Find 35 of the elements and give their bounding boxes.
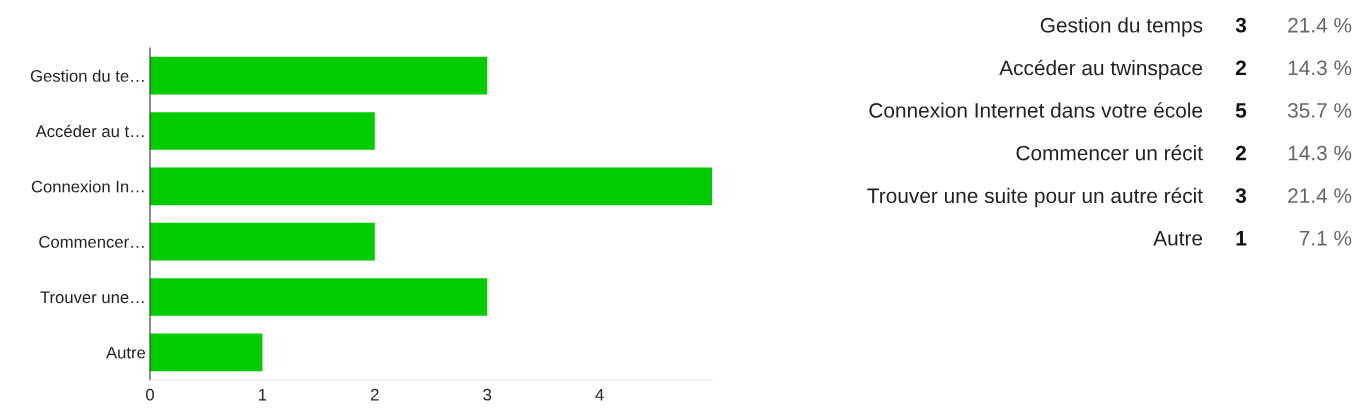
x-tick-label: 3 [483, 388, 492, 401]
y-tick-label: Commencer… [39, 236, 144, 248]
text: 14.3 % [1288, 60, 1352, 76]
bar [150, 222, 375, 261]
text: Commencer un récit [1016, 144, 1203, 161]
text: 3 [1235, 17, 1247, 33]
y-tick-label: Gestion du te… [30, 69, 144, 82]
y-tick-label: Accéder au t… [35, 124, 144, 138]
y-tick-label: Connexion In… [31, 180, 144, 193]
bar [150, 167, 712, 206]
y-tick-label: Autre [106, 346, 146, 359]
text: 7.1 % [1299, 230, 1352, 246]
bar [150, 56, 488, 95]
text: 14.3 % [1288, 145, 1352, 161]
text: Connexion Internet dans votre école [869, 102, 1203, 118]
text: 21.4 % [1288, 17, 1352, 33]
text: 2 [1235, 145, 1246, 161]
text: 1 [1236, 231, 1247, 246]
bar [150, 333, 263, 372]
text: Trouver une suite pour un autre récit [867, 187, 1203, 208]
text: 3 [1235, 188, 1247, 204]
text: Autre [1153, 231, 1203, 246]
x-tick-label: 2 [371, 388, 379, 401]
text: 2 [1235, 60, 1246, 75]
text: 35.7 % [1287, 103, 1352, 118]
x-tick-label: 0 [146, 388, 154, 401]
text: Accéder au twinspace [999, 59, 1203, 80]
bar [150, 112, 375, 150]
text: 21.4 % [1288, 188, 1352, 203]
y-tick-label: Trouver une… [40, 291, 144, 304]
x-tick-label: 1 [259, 388, 267, 401]
text: 5 [1235, 103, 1247, 118]
text: Gestion du temps [1040, 17, 1203, 37]
x-tick-label: 4 [595, 388, 604, 401]
bar [150, 278, 488, 316]
